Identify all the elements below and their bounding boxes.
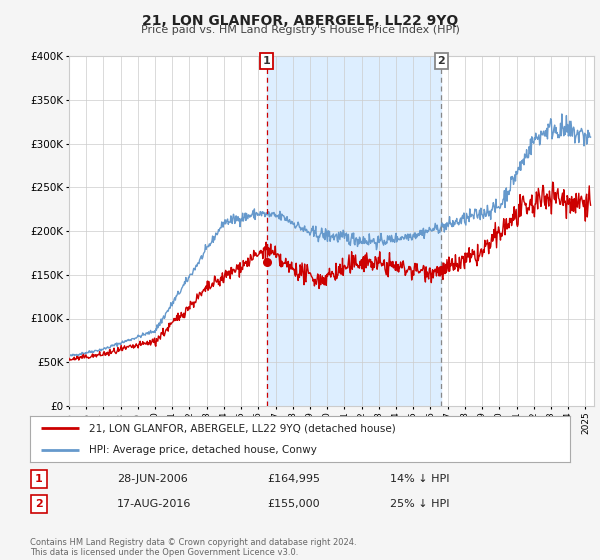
Text: 25% ↓ HPI: 25% ↓ HPI <box>390 499 449 509</box>
Text: £164,995: £164,995 <box>267 474 320 484</box>
Text: This data is licensed under the Open Government Licence v3.0.: This data is licensed under the Open Gov… <box>30 548 298 557</box>
Text: 28-JUN-2006: 28-JUN-2006 <box>117 474 188 484</box>
Text: 21, LON GLANFOR, ABERGELE, LL22 9YQ (detached house): 21, LON GLANFOR, ABERGELE, LL22 9YQ (det… <box>89 423 396 433</box>
Text: £155,000: £155,000 <box>267 499 320 509</box>
Text: 2: 2 <box>35 499 43 509</box>
Point <box>437 266 446 275</box>
Point <box>262 257 272 266</box>
Text: Price paid vs. HM Land Registry's House Price Index (HPI): Price paid vs. HM Land Registry's House … <box>140 25 460 35</box>
Text: 1: 1 <box>35 474 43 484</box>
Text: 14% ↓ HPI: 14% ↓ HPI <box>390 474 449 484</box>
Text: 17-AUG-2016: 17-AUG-2016 <box>117 499 191 509</box>
Text: Contains HM Land Registry data © Crown copyright and database right 2024.: Contains HM Land Registry data © Crown c… <box>30 538 356 547</box>
Text: 21, LON GLANFOR, ABERGELE, LL22 9YQ: 21, LON GLANFOR, ABERGELE, LL22 9YQ <box>142 14 458 28</box>
Text: 2: 2 <box>437 56 445 66</box>
Text: 1: 1 <box>263 56 271 66</box>
Text: HPI: Average price, detached house, Conwy: HPI: Average price, detached house, Conw… <box>89 445 317 455</box>
Bar <box>267 56 442 406</box>
